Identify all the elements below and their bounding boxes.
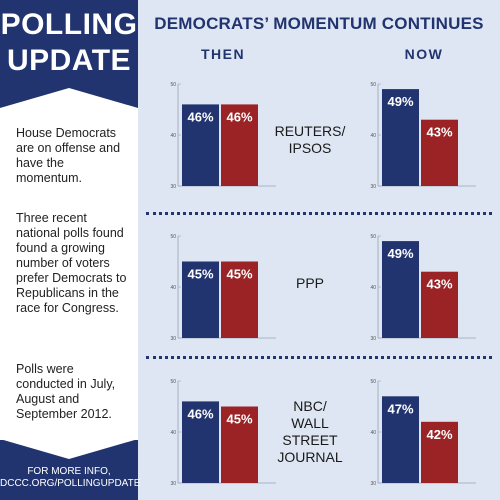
y-tick-label: 50 [170, 234, 176, 240]
column-header-now: NOW [404, 46, 444, 62]
sidebar-chevron-top [0, 88, 138, 108]
column-header-then: THEN [200, 46, 246, 62]
y-tick-label: 30 [370, 336, 376, 342]
poll-name-line: NBC/ [293, 398, 327, 414]
bar-republicans [221, 261, 258, 338]
bar-value-label: 45% [226, 267, 252, 282]
bar-value-label: 46% [187, 109, 213, 124]
chart-then-0: 30 40 50 46% 46% [170, 82, 276, 190]
bar-value-label: 46% [226, 109, 252, 124]
y-tick-label: 40 [170, 430, 176, 436]
bar-republicans [421, 271, 458, 338]
sidebar-footer: FOR MORE INFO, DCCC.ORG/POLLINGUPDATE [0, 466, 141, 490]
y-tick-label: 40 [370, 133, 376, 139]
bar-value-label: 43% [426, 125, 452, 140]
bar-value-label: 49% [387, 246, 413, 261]
sidebar-paragraph-2: Three recent national polls found found … [16, 211, 127, 315]
bar-value-label: 43% [426, 277, 452, 292]
y-tick-label: 50 [370, 379, 376, 385]
poll-name-ppp: PPP [272, 275, 348, 292]
chart-then-2: 30 40 50 45% 45% [170, 234, 276, 342]
chart-now-3: 30 40 50 49% 43% [370, 234, 476, 342]
y-tick-label: 30 [370, 184, 376, 190]
y-tick-label: 40 [170, 133, 176, 139]
bar-value-label: 49% [387, 94, 413, 109]
sidebar-title-line1: POLLING [0, 8, 138, 41]
poll-name-line: IPSOS [288, 140, 332, 156]
bar-republicans [421, 119, 458, 186]
divider-2 [146, 356, 492, 359]
chart-now-5: 30 40 50 47% 42% [370, 379, 476, 487]
poll-name-nbc-wsj: NBC/ WALL STREET JOURNAL [272, 398, 348, 466]
divider-1 [146, 212, 492, 215]
footer-line-2: DCCC.ORG/POLLINGUPDATE [0, 478, 141, 489]
y-tick-label: 30 [170, 184, 176, 190]
sidebar: POLLING UPDATE House Democrats are on of… [0, 0, 141, 500]
footer-line-1: FOR MORE INFO, [27, 466, 111, 477]
poll-name-reuters-ipsos: REUTERS/ IPSOS [272, 123, 348, 157]
poll-name-line: PPP [295, 275, 324, 291]
y-tick-label: 50 [170, 82, 176, 88]
bar-democrats [182, 401, 219, 483]
y-tick-label: 50 [370, 234, 376, 240]
bar-democrats [182, 261, 219, 338]
poll-name-line: JOURNAL [277, 449, 343, 465]
chart-then-4: 30 40 50 46% 45% [170, 379, 276, 487]
main-title: DEMOCRATS’ MOMENTUM CONTINUES [154, 14, 484, 33]
poll-name-line: WALL [291, 415, 329, 431]
poll-name-line: REUTERS/ [274, 123, 346, 139]
bar-democrats [382, 396, 419, 483]
y-tick-label: 40 [370, 430, 376, 436]
bar-republicans [221, 406, 258, 483]
y-tick-label: 50 [370, 82, 376, 88]
bar-value-label: 45% [187, 267, 213, 282]
y-tick-label: 30 [370, 481, 376, 487]
y-tick-label: 50 [170, 379, 176, 385]
y-tick-label: 30 [170, 336, 176, 342]
chart-now-1: 30 40 50 49% 43% [370, 82, 476, 190]
bar-republicans [221, 104, 258, 186]
poll-name-line: STREET [282, 432, 338, 448]
y-tick-label: 40 [170, 285, 176, 291]
sidebar-chevron-bottom [0, 439, 138, 459]
bar-democrats [382, 89, 419, 186]
sidebar-paragraph-3: Polls were conducted in July, August and… [16, 362, 116, 421]
sidebar-title-line2: UPDATE [6, 44, 132, 77]
bar-democrats [182, 104, 219, 186]
y-tick-label: 30 [170, 481, 176, 487]
bar-value-label: 45% [226, 412, 252, 427]
sidebar-title-block: POLLING UPDATE [0, 0, 138, 88]
bar-value-label: 47% [387, 401, 413, 416]
bar-value-label: 42% [426, 427, 452, 442]
bar-value-label: 46% [187, 406, 213, 421]
sidebar-paragraph-1: House Democrats are on offense and have … [16, 126, 121, 185]
sidebar-text-panel: House Democrats are on offense and have … [0, 108, 138, 440]
y-tick-label: 40 [370, 285, 376, 291]
bar-republicans [421, 421, 458, 483]
bar-democrats [382, 241, 419, 338]
